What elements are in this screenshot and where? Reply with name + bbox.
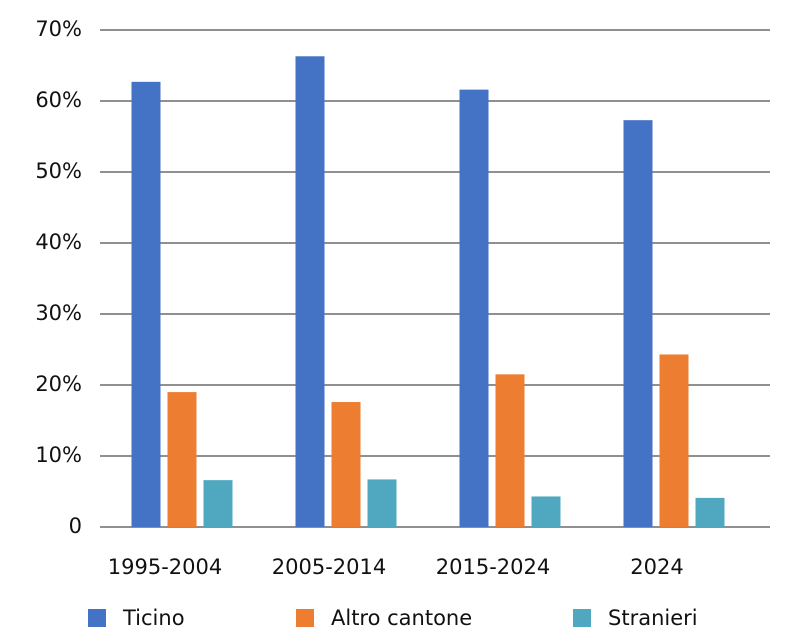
y-tick-label: 20% bbox=[35, 372, 82, 396]
bar bbox=[695, 497, 725, 527]
x-tick-label: 2024 bbox=[630, 555, 683, 579]
y-tick-label: 0 bbox=[69, 514, 82, 538]
bar bbox=[167, 392, 197, 527]
bar bbox=[367, 479, 397, 527]
bar bbox=[659, 354, 689, 527]
legend-swatch bbox=[88, 609, 106, 627]
legend-label: Stranieri bbox=[608, 606, 698, 630]
legend-label: Altro cantone bbox=[331, 606, 472, 630]
bar bbox=[459, 89, 489, 527]
y-tick-label: 10% bbox=[35, 443, 82, 467]
y-tick-label: 70% bbox=[35, 17, 82, 41]
bar bbox=[331, 402, 361, 527]
bar bbox=[623, 120, 653, 528]
x-tick-label: 2005-2014 bbox=[272, 555, 386, 579]
bar bbox=[531, 496, 561, 527]
legend-label: Ticino bbox=[122, 606, 185, 630]
x-tick-label: 2015-2024 bbox=[436, 555, 550, 579]
bar bbox=[495, 374, 525, 527]
legend-swatch bbox=[296, 609, 314, 627]
y-tick-label: 50% bbox=[35, 159, 82, 183]
x-tick-label: 1995-2004 bbox=[108, 555, 222, 579]
bar bbox=[131, 81, 161, 527]
y-tick-label: 60% bbox=[35, 88, 82, 112]
legend-swatch bbox=[573, 609, 591, 627]
y-tick-label: 40% bbox=[35, 230, 82, 254]
bar bbox=[295, 56, 325, 528]
y-tick-label: 30% bbox=[35, 301, 82, 325]
bar bbox=[203, 480, 233, 527]
